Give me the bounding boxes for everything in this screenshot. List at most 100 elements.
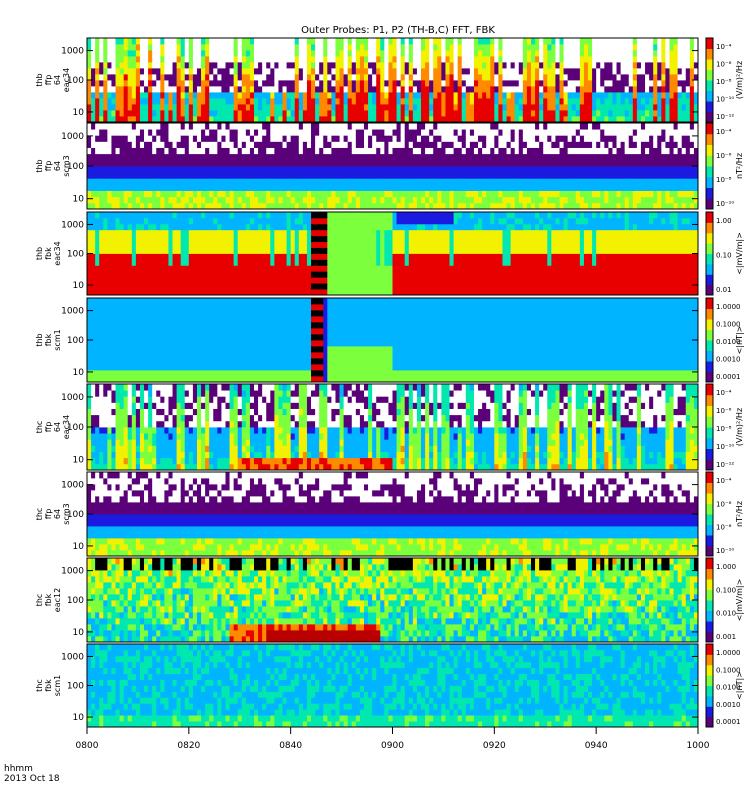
panel-ylabel: ffp xyxy=(44,75,53,86)
colorbar-tick-label: 0.01 xyxy=(716,286,732,294)
y-tick-label: 100 xyxy=(67,250,84,260)
x-tick-label: 0820 xyxy=(177,741,200,751)
time-axis-label: hhmm xyxy=(4,764,33,774)
x-tick-label: 0940 xyxy=(585,741,608,751)
colorbar-tick-label: 10⁻⁴ xyxy=(716,477,732,485)
colorbar-tick-label: 0.0010 xyxy=(716,356,741,364)
colorbar-tick-label: 0.0010 xyxy=(716,701,741,709)
y-tick-label: 10 xyxy=(73,713,85,723)
colorbar-tick-label: 10⁻¹² xyxy=(716,461,734,469)
colorbar-tick-label: 10⁻⁶ xyxy=(716,152,732,160)
colorbar-tick-label: 1.000 xyxy=(716,563,736,571)
spectrogram-figure: Outer Probes: P1, P2 (TH-B,C) FFT, FBK 1… xyxy=(0,0,750,800)
y-tick-label: 10 xyxy=(73,368,85,378)
colorbar-tick-label: 10⁻¹⁰ xyxy=(716,200,734,208)
colorbar-label: nT²/Hz xyxy=(735,501,744,527)
panel-ylabel: eac34 xyxy=(62,415,71,439)
panel-ylabel: thc xyxy=(35,594,44,607)
colorbar-tick-label: 0.0001 xyxy=(716,718,741,726)
panel-ylabel: ffp xyxy=(44,161,53,172)
panel-ylabel: thc xyxy=(35,421,44,434)
colorbar-tick-label: 10⁻⁸ xyxy=(716,524,732,532)
x-tick-label: 0840 xyxy=(279,741,302,751)
colorbar-tick-label: 10⁻⁸ xyxy=(716,425,732,433)
panel-ylabel: thb xyxy=(35,159,44,172)
panel-ylabel: 64 xyxy=(53,422,62,432)
colorbar-label: <|nT|> xyxy=(735,671,744,700)
panel-ylabel: scm3 xyxy=(62,503,71,524)
colorbar-label: <|nT|> xyxy=(735,326,744,355)
panel-ylabel: eac12 xyxy=(53,588,62,612)
y-tick-label: 10 xyxy=(73,456,85,466)
colorbar-tick-label: 10⁻⁸ xyxy=(716,78,732,86)
x-tick-label: 0900 xyxy=(381,741,404,751)
y-tick-label: 10 xyxy=(73,195,85,205)
colorbar-tick-label: 10⁻⁴ xyxy=(716,43,732,51)
colorbar-tick-label: 10⁻¹⁰ xyxy=(716,547,734,555)
colorbar-tick-label: 10⁻¹⁰ xyxy=(716,96,734,104)
panel-ylabel: scm3 xyxy=(62,155,71,176)
colorbar-tick-label: 0.100 xyxy=(716,586,736,594)
panel-ylabel: scm1 xyxy=(53,329,62,350)
y-tick-label: 100 xyxy=(67,682,84,692)
colorbar-label: (V/m)²/Hz xyxy=(735,408,744,446)
panel-ylabel: scm1 xyxy=(53,675,62,696)
colorbar-tick-label: 10⁻⁴ xyxy=(716,389,732,397)
y-tick-label: 1000 xyxy=(61,220,84,230)
colorbar-tick-label: 0.010 xyxy=(716,610,736,618)
y-tick-label: 1000 xyxy=(61,481,84,491)
colorbar-tick-label: 1.0000 xyxy=(716,649,741,657)
colorbar-tick-label: 1.00 xyxy=(716,217,732,225)
colorbar-tick-label: 0.0001 xyxy=(716,373,741,381)
colorbar-tick-label: 0.001 xyxy=(716,633,736,641)
time-axis: 0800 0820 0840 0900 0920 0940 1000 xyxy=(76,727,710,751)
panel-ylabel: fbk xyxy=(44,679,53,692)
x-tick-label: 0920 xyxy=(483,741,506,751)
y-tick-label: 1000 xyxy=(61,47,84,57)
panel-ylabel: eac34 xyxy=(62,68,71,92)
y-tick-label: 10 xyxy=(73,281,85,291)
panel-ylabel: thb xyxy=(35,333,44,346)
panel-ylabel: thb xyxy=(35,247,44,260)
panel-ylabel: 64 xyxy=(53,509,62,519)
panel-ylabel: 64 xyxy=(53,161,62,171)
y-tick-label: 10 xyxy=(73,542,85,552)
panel-ylabel: ffp xyxy=(44,509,53,520)
colorbar-tick-label: 10⁻⁶ xyxy=(716,61,732,69)
y-tick-label: 1000 xyxy=(61,307,84,317)
x-tick-label: 1000 xyxy=(687,741,710,751)
colorbar-tick-label: 0.10 xyxy=(716,252,732,260)
panel-ylabel: fbk xyxy=(44,247,53,260)
y-tick-label: 10 xyxy=(73,628,85,638)
panel-ylabel: ffp xyxy=(44,422,53,433)
colorbar-tick-label: 10⁻¹² xyxy=(716,113,734,121)
colorbar-tick-label: 1.0000 xyxy=(716,303,741,311)
y-tick-label: 100 xyxy=(67,336,84,346)
colorbar-tick-label: 10⁻⁴ xyxy=(716,128,732,136)
panel-ylabel: fbk xyxy=(44,333,53,346)
panel-ylabel: eac34 xyxy=(53,241,62,265)
y-tick-label: 100 xyxy=(67,596,84,606)
panel-ylabel: fbk xyxy=(44,593,53,606)
y-tick-label: 1000 xyxy=(61,652,84,662)
y-tick-label: 1000 xyxy=(61,132,84,142)
panel-ylabel: thb xyxy=(35,73,44,86)
colorbar-tick-label: 10⁻⁶ xyxy=(716,407,732,415)
figure-title: Outer Probes: P1, P2 (TH-B,C) FFT, FBK xyxy=(301,25,495,36)
x-tick-label: 0800 xyxy=(76,741,99,751)
y-tick-label: 10 xyxy=(73,108,85,118)
colorbar-label: (V/m)²/Hz xyxy=(735,61,744,99)
panel-ylabel: 64 xyxy=(53,75,62,85)
panel-ylabel: thc xyxy=(35,679,44,692)
colorbar-tick-label: 10⁻⁶ xyxy=(716,500,732,508)
colorbar-tick-label: 10⁻¹⁰ xyxy=(716,443,734,451)
date-label: 2013 Oct 18 xyxy=(4,774,60,784)
panel-ylabel: thc xyxy=(35,508,44,521)
